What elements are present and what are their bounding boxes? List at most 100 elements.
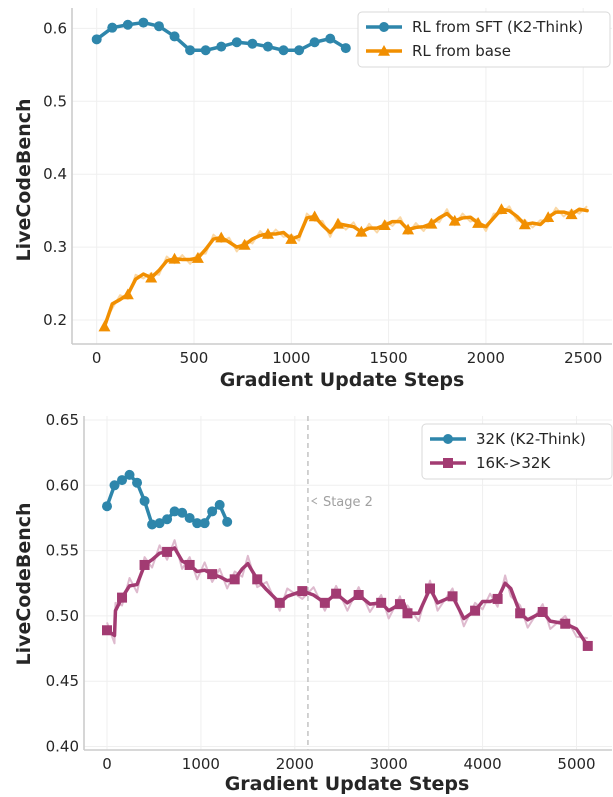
x-tick-labels: 0 500 1000 1500 2000 2500 <box>92 349 602 367</box>
data-point <box>191 252 204 263</box>
data-point <box>147 519 158 530</box>
data-point <box>207 506 218 517</box>
data-point <box>247 38 258 49</box>
x-tick-labels: 0 1000 2000 3000 4000 5000 <box>102 755 595 773</box>
legend-label: RL from base <box>412 42 511 60</box>
data-point <box>199 518 210 529</box>
y-tick-labels: 0.2 0.3 0.4 0.5 0.6 <box>43 19 67 329</box>
grid-lines <box>84 416 612 750</box>
x-tick-label: 0 <box>102 755 112 773</box>
data-point <box>200 45 211 56</box>
y-tick-label: 0.2 <box>43 311 67 329</box>
series-1 <box>98 203 589 332</box>
y-tick-label: 0.40 <box>46 738 79 756</box>
data-point <box>470 605 481 616</box>
data-point <box>91 34 102 45</box>
data-point <box>278 45 289 56</box>
smoothed-line <box>105 546 590 648</box>
data-point <box>472 217 485 228</box>
x-tick-label: 1000 <box>272 349 310 367</box>
y-axis-label: LiveCodeBench <box>13 98 35 261</box>
chart-bottom: Stage 2 0 1000 2000 3000 4000 5000 0.400.450.… <box>13 411 613 795</box>
data-point <box>447 591 458 602</box>
data-point <box>537 606 548 617</box>
data-point <box>565 208 578 220</box>
y-tick-label: 0.55 <box>46 542 79 560</box>
data-point <box>117 475 128 486</box>
legend-box <box>357 11 611 68</box>
data-point <box>162 546 173 557</box>
data-point <box>297 586 308 597</box>
data-point <box>107 22 118 33</box>
x-tick-label: 2500 <box>564 349 602 367</box>
data-point <box>495 203 508 214</box>
data-point <box>309 37 320 48</box>
annotation: Stage 2 <box>307 416 373 750</box>
legend: RL from SFT (K2-Think) RL from base <box>357 11 611 68</box>
data-point <box>542 211 555 223</box>
x-tick-label: 2000 <box>467 349 505 367</box>
data-point <box>177 507 188 518</box>
data-point <box>518 218 531 230</box>
data-point <box>168 252 181 264</box>
data-point <box>319 597 330 608</box>
legend-item: RL from base <box>366 42 511 60</box>
data-point <box>184 559 195 570</box>
y-tick-label: 0.60 <box>46 476 79 494</box>
raw-line <box>106 539 588 645</box>
data-point <box>207 569 218 580</box>
y-tick-label: 0.6 <box>43 19 67 37</box>
data-point <box>98 320 111 332</box>
data-point <box>355 225 368 237</box>
data-point <box>402 223 415 235</box>
x-tick-label: 3000 <box>370 755 408 773</box>
y-tick-label: 0.4 <box>43 165 67 183</box>
data-point <box>121 288 134 300</box>
data-point <box>560 618 571 629</box>
data-point <box>216 41 227 52</box>
x-axis-label: Gradient Update Steps <box>225 773 470 795</box>
data-point <box>285 233 298 244</box>
x-tick-label: 4000 <box>464 755 502 773</box>
data-point <box>138 17 149 28</box>
data-point <box>117 592 128 603</box>
data-point <box>238 238 251 250</box>
data-point <box>294 45 305 56</box>
data-point <box>154 518 165 529</box>
y-tick-label: 0.45 <box>46 672 79 690</box>
data-point <box>353 590 364 601</box>
legend: 32K (K2-Think) 16K->32K <box>421 423 613 480</box>
data-point <box>261 227 274 239</box>
data-point <box>214 499 225 510</box>
legend-label: RL from SFT (K2-Think) <box>412 18 583 36</box>
legend-label: 32K (K2-Think) <box>476 430 586 448</box>
data-point <box>139 495 150 506</box>
legend-item: 16K->32K <box>430 454 551 472</box>
data-point <box>122 19 133 30</box>
data-point <box>162 514 173 525</box>
spines <box>83 416 612 751</box>
triangle-marker-icon <box>378 45 390 56</box>
data-point <box>169 31 180 42</box>
y-tick-labels: 0.40 0.45 0.50 0.55 0.60 0.65 <box>46 411 79 756</box>
square-marker-icon <box>443 458 453 468</box>
data-point <box>582 640 593 651</box>
legend-item: 32K (K2-Think) <box>430 430 586 448</box>
legend-box <box>421 423 613 480</box>
x-tick-label: 0 <box>92 349 102 367</box>
data-point <box>425 583 436 594</box>
data-point <box>231 37 242 48</box>
data-point <box>229 574 240 585</box>
data-point <box>222 516 233 527</box>
data-point <box>448 214 461 226</box>
data-point <box>394 599 405 610</box>
series-0 <box>102 469 233 530</box>
data-point <box>376 597 387 608</box>
data-point <box>515 608 526 619</box>
x-tick-label: 2000 <box>276 755 314 773</box>
data-point <box>262 41 273 52</box>
data-point <box>102 625 112 636</box>
legend-label: 16K->32K <box>476 454 551 472</box>
data-point <box>378 219 391 231</box>
x-tick-label: 5000 <box>557 755 595 773</box>
